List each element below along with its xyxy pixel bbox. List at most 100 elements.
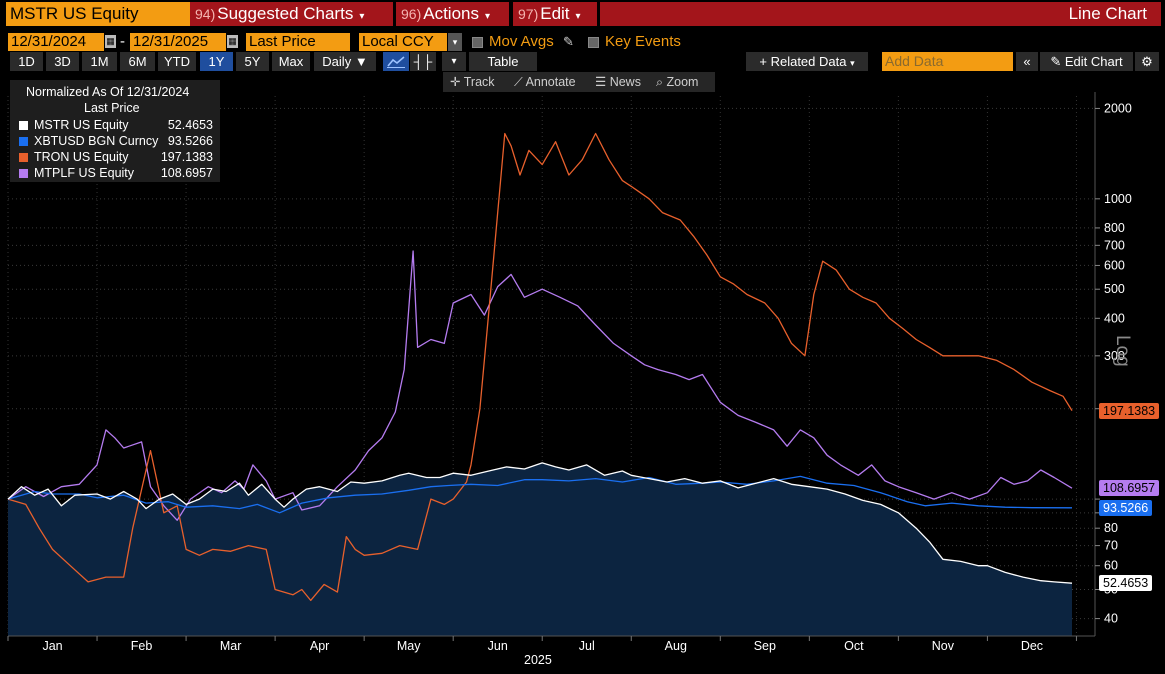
- period-button-1m[interactable]: 1M: [82, 52, 117, 71]
- legend-series-name: MTPLF US Equity: [34, 166, 135, 180]
- period-button-3d[interactable]: 3D: [46, 52, 79, 71]
- x-axis-ticks: Jan Feb Mar Apr May Jun Jul Aug Sep Oct Nov Dec: [7, 636, 1077, 653]
- frequency-select[interactable]: Daily ▼: [314, 52, 376, 71]
- currency-select[interactable]: Local CCY: [359, 33, 447, 51]
- menu-label: Actions: [423, 4, 479, 23]
- chart-type-title: Line Chart: [1068, 4, 1147, 23]
- menu-number: 97): [518, 6, 539, 22]
- log-scale-label: Log: [1112, 335, 1133, 367]
- y-tick-label: 40: [1104, 612, 1118, 626]
- series-lines: [7, 132, 1073, 602]
- dropdown-arrow-icon: ▾: [359, 11, 365, 22]
- y-tick-label: 300: [1104, 349, 1125, 363]
- y-tick-label: 70: [1104, 539, 1118, 553]
- date-separator: -: [120, 33, 125, 50]
- zoom-tool[interactable]: ⌕ Zoom: [656, 72, 698, 92]
- x-tick-label-jul: Jul: [579, 639, 595, 653]
- actions-menu[interactable]: 96) Actions ▾: [396, 2, 509, 26]
- legend-title: Normalized As Of 12/31/2024: [26, 85, 190, 99]
- x-tick-label-jun: Jun: [488, 639, 508, 653]
- period-button-max[interactable]: Max: [272, 52, 310, 71]
- news-icon: ☰: [595, 75, 607, 89]
- legend-series-value: 52.4653: [167, 118, 213, 132]
- y-tick-label: 400: [1104, 311, 1125, 325]
- period-button-1y[interactable]: 1Y: [200, 52, 233, 71]
- zoom-label: Zoom: [666, 75, 699, 89]
- calendar-icon[interactable]: ▦: [227, 35, 238, 48]
- key-events-checkbox[interactable]: [588, 37, 599, 48]
- series-line-xbtusd-bgn-curncy[interactable]: [7, 475, 1073, 514]
- x-tick-label-mar: Mar: [220, 639, 242, 653]
- ticker-input[interactable]: MSTR US Equity: [6, 2, 190, 26]
- start-date-input[interactable]: 12/31/2024: [8, 33, 104, 51]
- currency-dropdown-icon[interactable]: ▾: [448, 33, 462, 51]
- edit-menu[interactable]: 97) Edit ▾: [513, 2, 597, 26]
- last-value-tag-mtplf-us-equity: 108.6957: [1099, 480, 1160, 497]
- legend-item: MTPLF US Equity 108.6957: [10, 165, 220, 181]
- y-tick-label: 700: [1104, 238, 1125, 252]
- series-line-mtplf-us-equity[interactable]: [7, 250, 1073, 521]
- calendar-icon[interactable]: ▦: [105, 35, 116, 48]
- add-data-input[interactable]: Add Data: [882, 52, 1013, 71]
- area-fill: [8, 462, 1072, 636]
- period-button-ytd[interactable]: YTD: [158, 52, 196, 71]
- end-date-input[interactable]: 12/31/2025: [130, 33, 226, 51]
- annotate-icon: ⟋: [514, 75, 523, 89]
- y-tick-label: 60: [1104, 559, 1118, 573]
- chart-type-dropdown-icon[interactable]: ▾: [442, 52, 466, 71]
- x-tick-label-apr: Apr: [310, 639, 329, 653]
- key-events-label[interactable]: Key Events: [605, 33, 681, 50]
- zoom-icon: ⌕: [656, 75, 664, 89]
- annotate-tool[interactable]: ⟋ Annotate: [514, 72, 576, 92]
- y-tick-label: 80: [1104, 521, 1118, 535]
- legend-item: XBTUSD BGN Curncy 93.5266: [10, 133, 220, 149]
- menu-number: 96): [401, 6, 422, 22]
- related-data-button[interactable]: + Related Data ▾: [746, 52, 868, 71]
- legend-series-value: 108.6957: [160, 166, 213, 180]
- series-line-tron-us-equity[interactable]: [7, 132, 1073, 602]
- year-label: 2025: [524, 653, 552, 667]
- crosshair-icon: ✛: [450, 75, 461, 89]
- legend-series-name: TRON US Equity: [34, 150, 129, 164]
- menu-label: Edit: [540, 4, 570, 23]
- series-line-mstr-us-equity[interactable]: [7, 462, 1073, 584]
- collapse-icon[interactable]: «: [1016, 52, 1038, 71]
- x-tick-label-may: May: [397, 639, 421, 653]
- annotate-label: Annotate: [525, 75, 576, 89]
- menu-label: Suggested Charts: [217, 4, 354, 23]
- dropdown-arrow-icon: ▾: [484, 11, 491, 22]
- last-value-tag-xbtusd-bgn-curncy: 93.5266: [1099, 499, 1153, 516]
- line-chart-icon[interactable]: [383, 52, 409, 71]
- x-tick-label-oct: Oct: [844, 639, 864, 653]
- field-select[interactable]: Last Price: [246, 33, 350, 51]
- period-button-5y[interactable]: 5Y: [236, 52, 269, 71]
- track-tool[interactable]: ✛ Track: [450, 72, 495, 92]
- pencil-icon[interactable]: ✎: [563, 34, 574, 49]
- mov-avgs-label[interactable]: Mov Avgs: [489, 33, 554, 50]
- title-bar: [600, 2, 1161, 26]
- table-button[interactable]: Table: [469, 52, 537, 71]
- dropdown-arrow-icon: ▾: [850, 58, 855, 68]
- x-tick-label-dec: Dec: [1021, 639, 1043, 653]
- edit-chart-button[interactable]: ✎ Edit Chart: [1040, 52, 1133, 71]
- menu-number: 94): [195, 6, 216, 22]
- period-button-1d[interactable]: 1D: [10, 52, 43, 71]
- suggested-charts-menu[interactable]: 94) Suggested Charts ▾: [190, 2, 393, 26]
- legend-swatch: [19, 137, 28, 146]
- period-button-6m[interactable]: 6M: [120, 52, 155, 71]
- edit-chart-label: Edit Chart: [1064, 54, 1123, 69]
- y-tick-label: 1000: [1104, 192, 1132, 206]
- gear-icon[interactable]: ⚙: [1135, 52, 1159, 71]
- x-tick-label-sep: Sep: [754, 639, 776, 653]
- y-tick-label: 500: [1104, 282, 1125, 296]
- x-tick-label-feb: Feb: [131, 639, 153, 653]
- mov-avgs-checkbox[interactable]: [472, 37, 483, 48]
- x-tick-label-jan: Jan: [42, 639, 62, 653]
- bar-chart-icon[interactable]: ┤├: [410, 52, 436, 71]
- news-tool[interactable]: ☰ News: [595, 72, 641, 92]
- legend-series-value: 93.5266: [167, 134, 213, 148]
- y-axis-ticks: 405060708030040050060070080010002000: [1095, 101, 1132, 626]
- x-tick-label-nov: Nov: [932, 639, 955, 653]
- area-mstr-us-equity: [8, 462, 1072, 636]
